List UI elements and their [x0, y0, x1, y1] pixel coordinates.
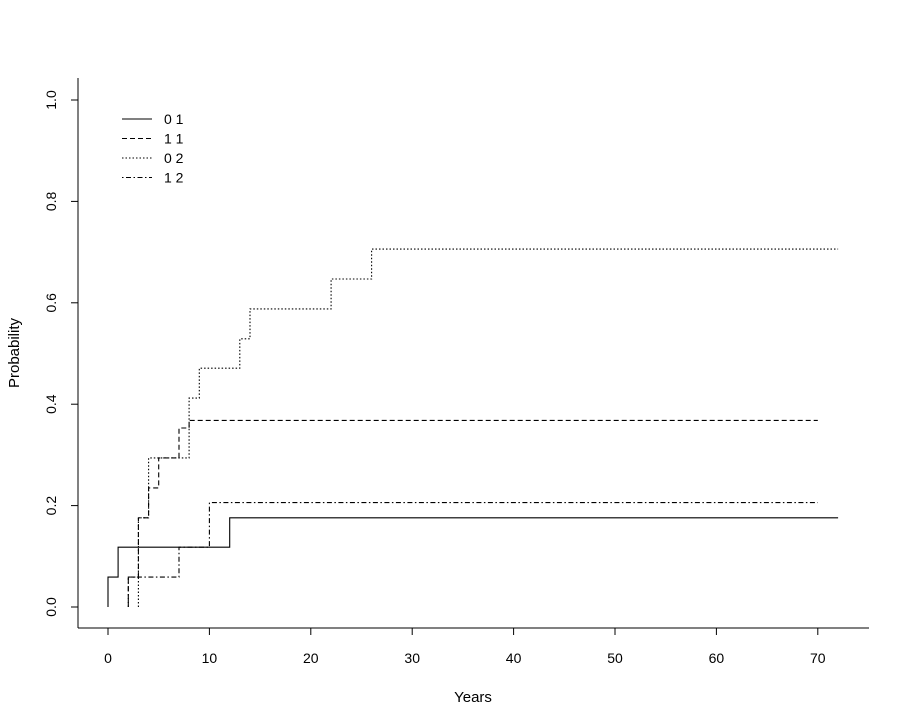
x-tick-label: 30: [404, 650, 420, 666]
y-tick-label: 1.0: [43, 90, 59, 110]
y-tick-label: 0.8: [43, 191, 59, 211]
y-tick-label: 0.6: [43, 293, 59, 313]
legend-label: 0 2: [164, 150, 184, 166]
x-tick-label: 20: [303, 650, 319, 666]
y-tick-label: 0.0: [43, 597, 59, 617]
x-tick-label: 10: [202, 650, 218, 666]
x-tick-label: 60: [709, 650, 725, 666]
series-line-0-1: [107, 517, 839, 607]
axes: 0 10 20 30 40 50 60 70 0.0 0.2 0.4 0.6 0.8 1.0: [43, 78, 869, 666]
x-tick-label: 0: [104, 650, 112, 666]
series-line-0-2: [137, 248, 839, 607]
y-axis-title: Probability: [6, 317, 23, 388]
legend-label: 1 2: [164, 170, 184, 186]
y-tick-label: 0.2: [43, 496, 59, 516]
legend-label: 0 1: [164, 111, 184, 127]
y-tick-label: 0.4: [43, 394, 59, 414]
x-tick-label: 70: [810, 650, 826, 666]
x-tick-label: 50: [607, 650, 623, 666]
plot-area: [107, 248, 839, 607]
series-line-1-2: [127, 502, 818, 607]
legend-label: 1 1: [164, 131, 184, 147]
x-tick-label: 40: [506, 650, 522, 666]
x-axis-title: Years: [454, 689, 492, 706]
legend: 0 1 1 1 0 2 1 2: [122, 111, 184, 186]
series-line-1-1: [127, 419, 818, 607]
